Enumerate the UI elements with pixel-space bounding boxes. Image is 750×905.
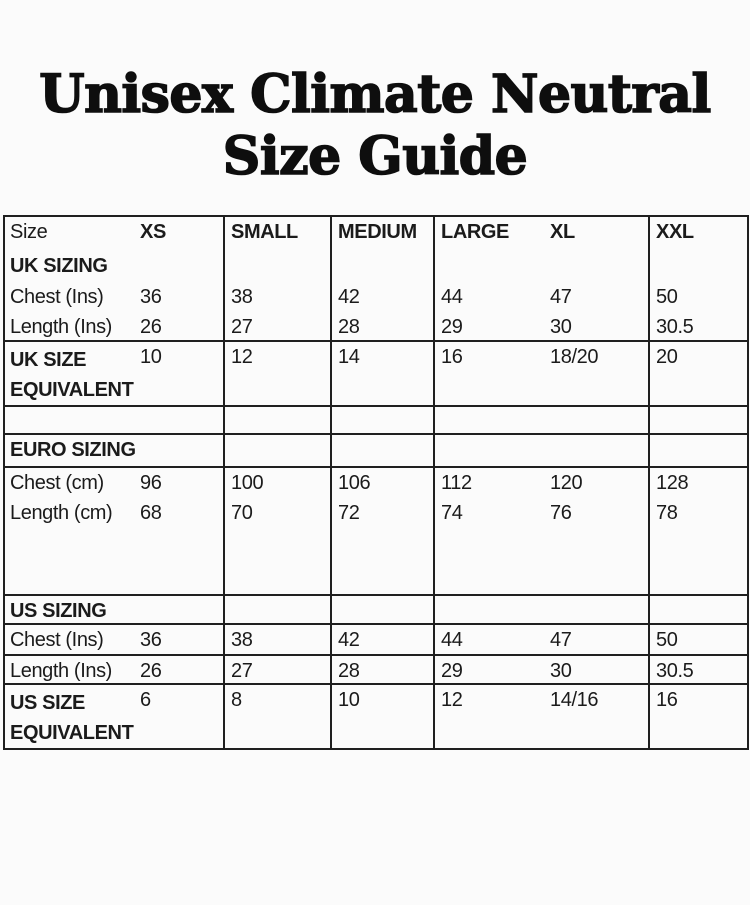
empty-row bbox=[4, 406, 748, 435]
uk-equiv-small: 12 bbox=[224, 341, 332, 407]
euro-length-large: 74 bbox=[441, 502, 463, 524]
us-length-xl: 30 bbox=[544, 655, 650, 685]
euro-sizing-section-row: EURO SIZING bbox=[4, 434, 748, 468]
us-equiv-large: 12 bbox=[441, 689, 463, 711]
size-guide-table: Size XS SMALL MEDIUM LARGE XL XXL UK SIZ… bbox=[3, 215, 749, 750]
uk-length-row: Length (Ins) 26 27 28 29 30 30.5 bbox=[4, 312, 748, 342]
us-size-equivalent-label: US SIZE EQUIVALENT bbox=[10, 692, 134, 744]
us-chest-large: 44 bbox=[434, 624, 544, 656]
uk-chest-large: 44 bbox=[441, 286, 463, 308]
uk-size-equivalent-row: UK SIZE EQUIVALENT 10 12 14 16 18/20 20 bbox=[4, 341, 748, 407]
us-equiv-medium: 10 bbox=[331, 684, 435, 749]
section-label-uk-sizing: UK SIZING bbox=[4, 251, 225, 282]
section-label-us-sizing: US SIZING bbox=[4, 595, 225, 625]
uk-sizing-section-row: UK SIZING bbox=[4, 251, 748, 282]
uk-chest-small: 38 bbox=[224, 282, 332, 312]
uk-chest-label: Chest (Ins) bbox=[10, 286, 104, 308]
section-label-euro-sizing: EURO SIZING bbox=[4, 434, 225, 468]
euro-chest-label: Chest (cm) bbox=[10, 472, 104, 494]
uk-length-xxl: 30.5 bbox=[649, 312, 748, 342]
us-length-small: 27 bbox=[224, 655, 332, 685]
column-header-size: Size bbox=[10, 221, 48, 243]
us-equiv-xl: 14/16 bbox=[544, 684, 650, 749]
euro-chest-xxl: 128 bbox=[656, 472, 689, 494]
euro-chest-large: 112 bbox=[441, 472, 472, 494]
uk-chest-xxl: 50 bbox=[656, 286, 678, 308]
uk-equiv-xl: 18/20 bbox=[544, 341, 650, 407]
euro-chest-row: Chest (cm) 96 100 106 112 120 128 bbox=[4, 467, 748, 498]
column-header-xs: XS bbox=[134, 216, 225, 251]
euro-chest-xl: 120 bbox=[544, 467, 650, 498]
euro-length-row: Length (cm) 68 70 72 74 76 78 bbox=[4, 498, 748, 528]
us-equiv-small: 8 bbox=[224, 684, 332, 749]
uk-length-xl: 30 bbox=[544, 312, 650, 342]
euro-length-xs: 68 bbox=[134, 498, 225, 528]
euro-chest-medium: 106 bbox=[331, 467, 435, 498]
us-chest-label: Chest (Ins) bbox=[4, 624, 134, 656]
uk-length-xs: 26 bbox=[134, 312, 225, 342]
us-length-medium: 28 bbox=[331, 655, 435, 685]
euro-length-xxl: 78 bbox=[656, 502, 678, 524]
empty-row bbox=[4, 528, 748, 596]
euro-chest-xs: 96 bbox=[134, 467, 225, 498]
euro-length-label: Length (cm) bbox=[10, 502, 113, 524]
uk-chest-xs: 36 bbox=[134, 282, 225, 312]
page-title-line-1: Unisex Climate Neutral bbox=[38, 63, 712, 126]
table-header-row: Size XS SMALL MEDIUM LARGE XL XXL bbox=[4, 216, 748, 251]
uk-chest-xl: 47 bbox=[544, 282, 650, 312]
column-header-small: SMALL bbox=[224, 216, 332, 251]
us-equiv-xxl: 16 bbox=[656, 689, 678, 711]
euro-chest-small: 100 bbox=[224, 467, 332, 498]
us-length-large: 29 bbox=[434, 655, 544, 685]
us-size-equivalent-row: US SIZE EQUIVALENT 6 8 10 12 14/16 16 bbox=[4, 684, 748, 749]
column-header-xl: XL bbox=[544, 216, 650, 251]
euro-length-small: 70 bbox=[224, 498, 332, 528]
uk-length-small: 27 bbox=[224, 312, 332, 342]
us-equiv-xs: 6 bbox=[134, 684, 225, 749]
euro-length-medium: 72 bbox=[331, 498, 435, 528]
uk-chest-row: Chest (Ins) 36 38 42 44 47 50 bbox=[4, 282, 748, 312]
uk-length-large: 29 bbox=[434, 312, 544, 342]
uk-equiv-medium: 14 bbox=[331, 341, 435, 407]
euro-length-xl: 76 bbox=[544, 498, 650, 528]
uk-equiv-xs: 10 bbox=[134, 341, 225, 407]
uk-chest-medium: 42 bbox=[331, 282, 435, 312]
us-sizing-section-row: US SIZING bbox=[4, 595, 748, 625]
us-length-xxl: 30.5 bbox=[649, 655, 748, 685]
uk-equiv-large: 16 bbox=[434, 341, 544, 407]
us-chest-xxl: 50 bbox=[649, 624, 748, 656]
us-length-xs: 26 bbox=[134, 655, 225, 685]
us-chest-row: Chest (Ins) 36 38 42 44 47 50 bbox=[4, 624, 748, 656]
column-header-xxl: XXL bbox=[656, 221, 694, 243]
uk-equiv-xxl: 20 bbox=[649, 341, 748, 407]
us-length-label: Length (Ins) bbox=[4, 655, 134, 685]
us-chest-xs: 36 bbox=[134, 624, 225, 656]
page-title-line-2: Size Guide bbox=[222, 125, 529, 188]
us-chest-medium: 42 bbox=[331, 624, 435, 656]
uk-length-label: Length (Ins) bbox=[4, 312, 134, 342]
uk-size-equivalent-label: UK SIZE EQUIVALENT bbox=[4, 341, 134, 407]
uk-length-medium: 28 bbox=[331, 312, 435, 342]
column-header-large: LARGE bbox=[441, 221, 510, 243]
us-chest-xl: 47 bbox=[544, 624, 650, 656]
page-title: Unisex Climate Neutral Size Guide bbox=[0, 63, 750, 188]
column-header-medium: MEDIUM bbox=[331, 216, 435, 251]
us-length-row: Length (Ins) 26 27 28 29 30 30.5 bbox=[4, 655, 748, 685]
us-chest-small: 38 bbox=[224, 624, 332, 656]
